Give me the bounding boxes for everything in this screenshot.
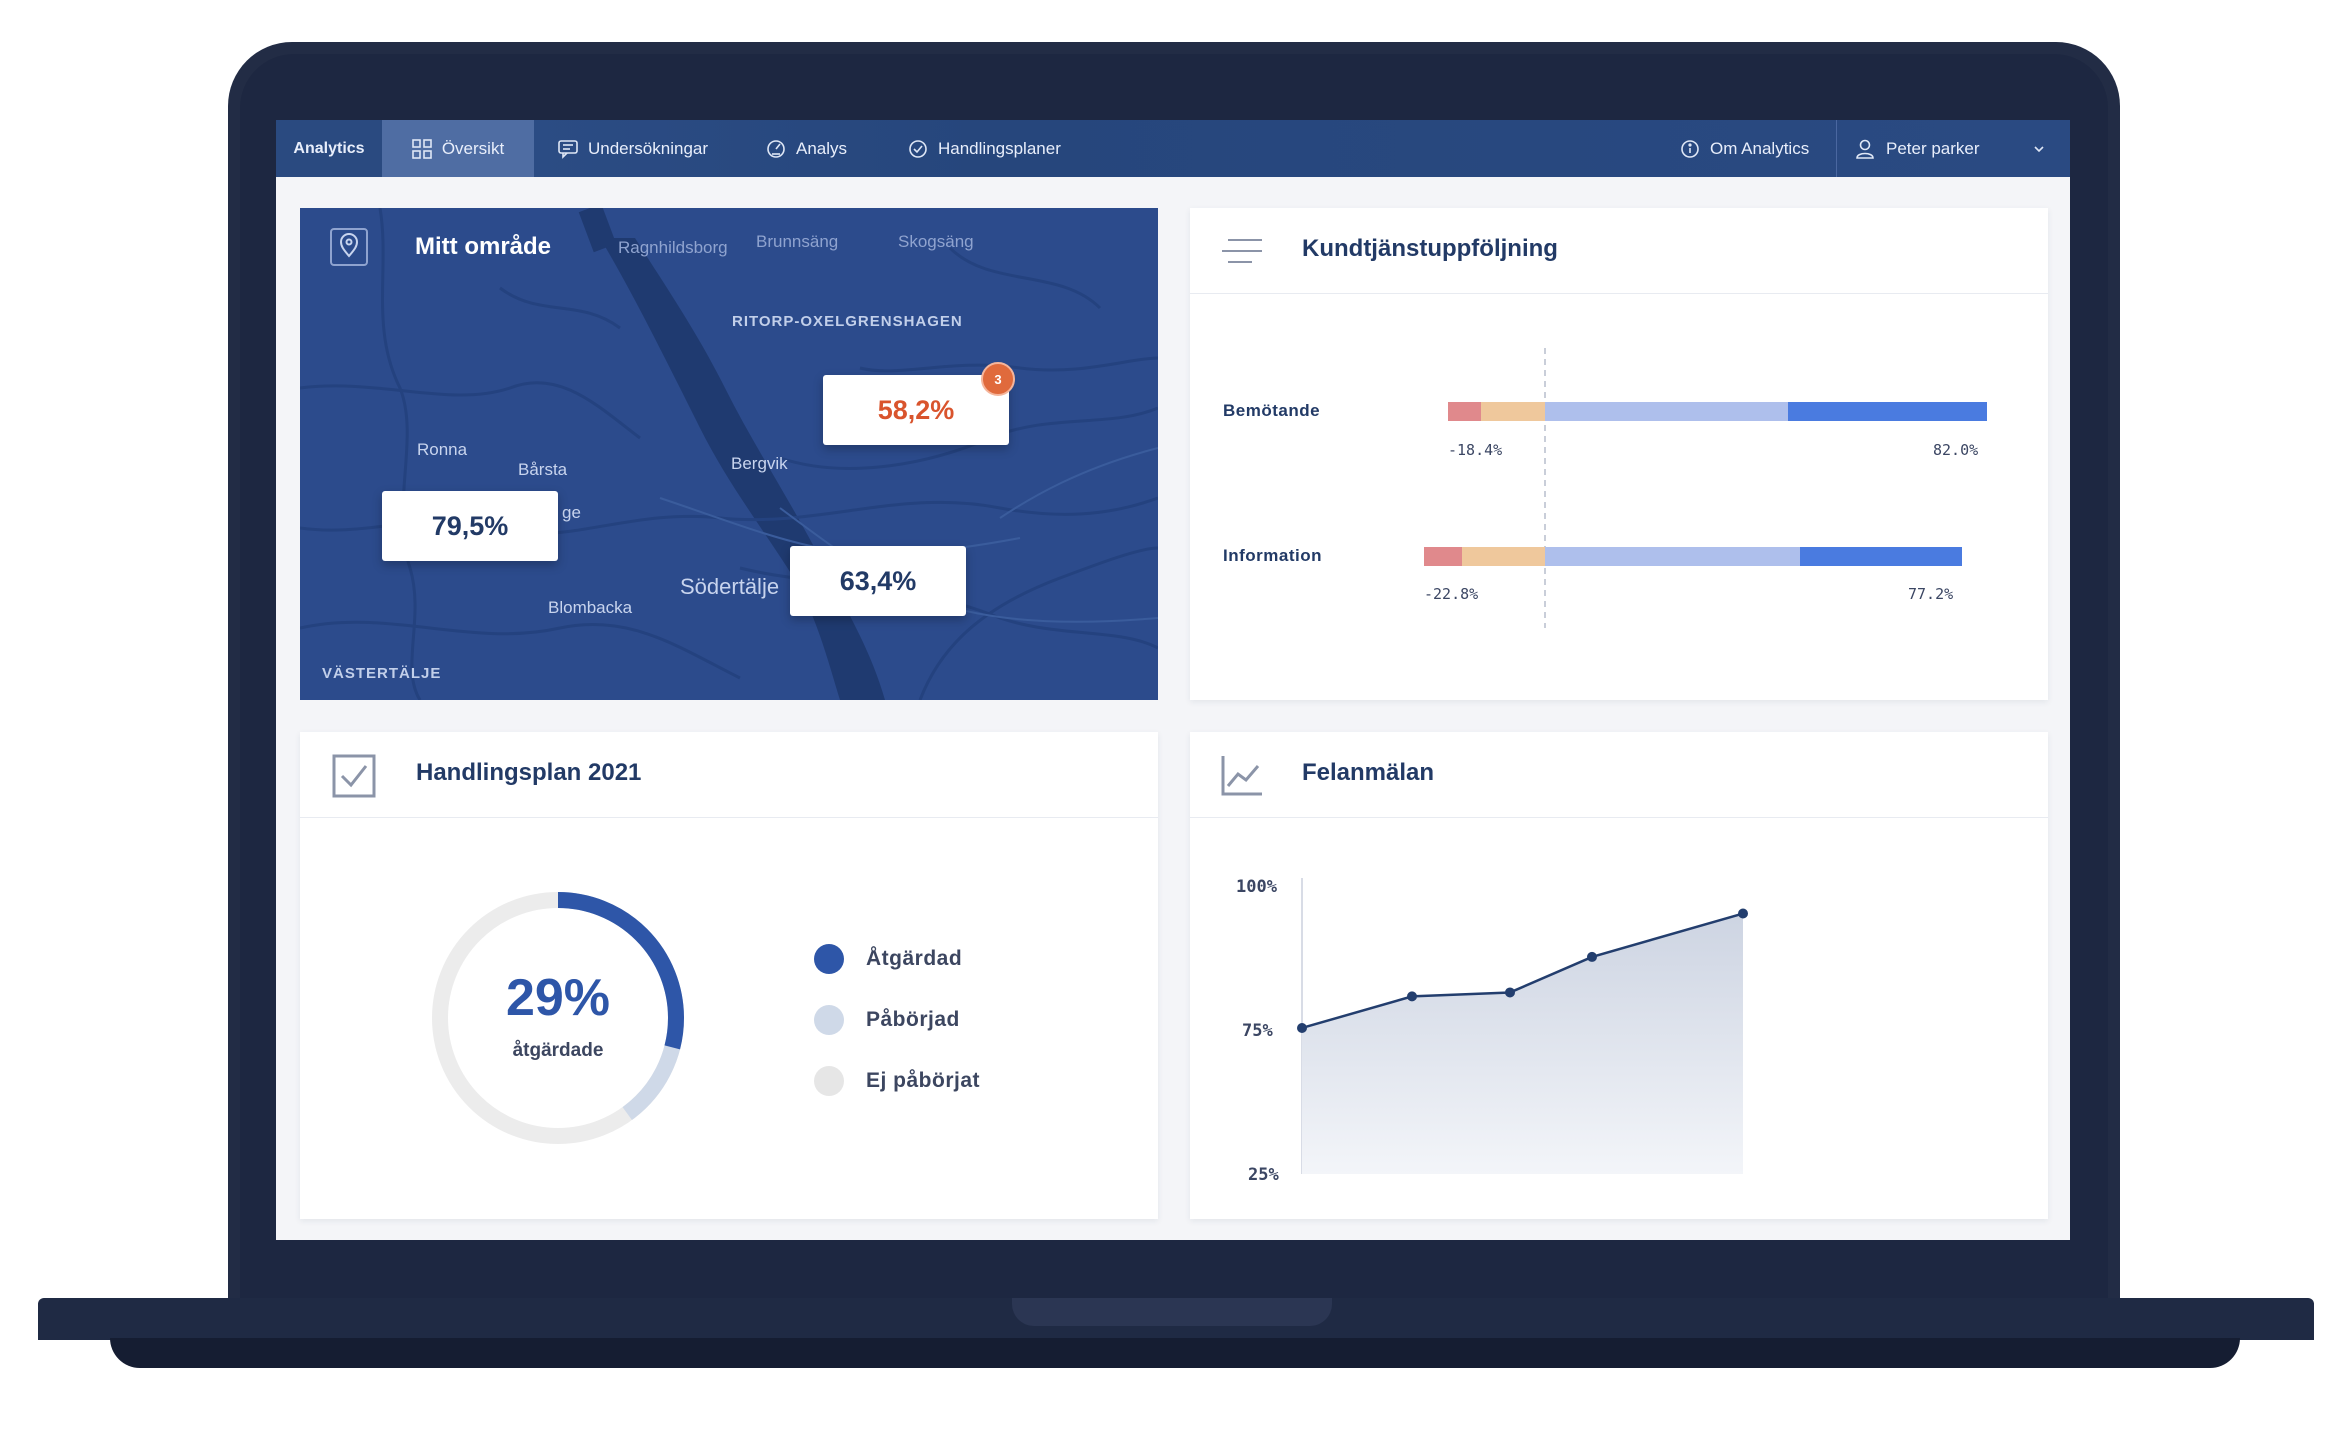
- pos-value: 77.2%: [1908, 585, 1954, 603]
- place-label: Blombacka: [548, 598, 633, 617]
- legend-dot: [814, 944, 844, 974]
- location-pin-icon: [330, 228, 368, 266]
- about-link[interactable]: Om Analytics: [1680, 120, 1809, 177]
- place-label: Södertälje: [680, 574, 780, 599]
- data-point[interactable]: [1407, 991, 1417, 1002]
- y-tick: 25%: [1248, 1165, 1279, 1185]
- service-card: Kundtjänstuppföljning Bemötande -18.4% 8…: [1190, 208, 2048, 700]
- place-label: Ragnhildsborg: [618, 238, 728, 257]
- legend-dot: [814, 1066, 844, 1096]
- donut-subtitle: åtgärdade: [512, 1040, 604, 1061]
- place-label: Bårsta: [518, 460, 568, 479]
- line-chart-icon: [1221, 756, 1262, 796]
- chat-icon: [558, 139, 578, 159]
- place-label: VÄSTERTÄLJE: [322, 665, 442, 682]
- tab-oversikt[interactable]: Översikt: [382, 120, 534, 177]
- place-label: Bergvik: [731, 454, 788, 473]
- grid-icon: [412, 138, 432, 159]
- data-point[interactable]: [1505, 987, 1515, 998]
- laptop-notch: [1012, 1298, 1332, 1326]
- place-label: ge: [562, 503, 581, 522]
- legend-item: Påbörjad: [814, 1005, 960, 1035]
- brand[interactable]: Analytics: [276, 120, 382, 177]
- nav-divider: [1836, 120, 1837, 177]
- user-icon: [1856, 139, 1874, 159]
- area-value-alert[interactable]: 58,2%: [823, 375, 1009, 445]
- data-point[interactable]: [1738, 908, 1748, 919]
- legend-label: Åtgärdad: [866, 947, 963, 970]
- place-label: RITORP-OXELGRENSHAGEN: [732, 313, 963, 330]
- user-menu[interactable]: Peter parker: [1854, 120, 2070, 177]
- legend-label: Påbörjad: [866, 1008, 960, 1031]
- diverging-bar-chart: [1424, 348, 1987, 628]
- card-title: Handlingsplan 2021: [416, 759, 642, 786]
- row-label: Information: [1223, 546, 1322, 565]
- tab-label: Analys: [796, 138, 848, 158]
- pos-value: 82.0%: [1933, 441, 1979, 459]
- area-value[interactable]: 79,5%: [382, 491, 558, 561]
- screen: Analytics Översikt Undersökningar Analys…: [276, 120, 2070, 1240]
- card-header: Felanmälan: [1190, 732, 2048, 818]
- plan-card: Handlingsplan 2021 29% åtgärdade Åtgärda…: [300, 732, 1158, 1219]
- tab-label: Översikt: [441, 138, 505, 158]
- map-title: Mitt område: [415, 233, 552, 260]
- area-value[interactable]: 63,4%: [790, 546, 966, 616]
- tab-label: Undersökningar: [588, 138, 709, 158]
- card-header: Handlingsplan 2021: [300, 732, 1158, 818]
- neg-value: -22.8%: [1424, 585, 1479, 603]
- tab-handlingsplaner[interactable]: Handlingsplaner: [908, 120, 1061, 177]
- checkbox-icon: [332, 754, 376, 798]
- tab-undersokningar[interactable]: Undersökningar: [558, 120, 708, 177]
- chevron-down-icon: [2033, 145, 2044, 152]
- legend-item: Åtgärdad: [814, 944, 962, 974]
- donut-done: [432, 892, 684, 1144]
- y-tick: 100%: [1236, 877, 1277, 897]
- data-point[interactable]: [1587, 951, 1597, 962]
- card-title: Kundtjänstuppföljning: [1302, 235, 1558, 262]
- card-header: Kundtjänstuppföljning: [1190, 208, 2048, 294]
- place-label: Brunnsäng: [756, 232, 839, 251]
- legend-item: Ej påbörjat: [814, 1066, 980, 1096]
- bar-information: [1424, 547, 1962, 566]
- alert-count-badge: 3: [981, 362, 1015, 396]
- y-tick: 75%: [1242, 1021, 1273, 1041]
- menu-lines-icon: [1222, 239, 1262, 263]
- tab-analys[interactable]: Analys: [766, 120, 847, 177]
- laptop-base-bottom: [110, 1338, 2240, 1368]
- area-fill: [1302, 913, 1743, 1174]
- donut-percent: 29%: [505, 969, 611, 1027]
- map-card[interactable]: Mitt område Ragnhildsborg Brunnsäng Skog…: [300, 208, 1158, 700]
- legend-dot: [814, 1005, 844, 1035]
- legend-label: Ej påbörjat: [866, 1069, 981, 1092]
- top-nav: Analytics Översikt Undersökningar Analys…: [276, 120, 2070, 177]
- bar-bemotande: [1448, 402, 1987, 421]
- check-circle-icon: [909, 139, 927, 158]
- about-label: Om Analytics: [1710, 138, 1810, 158]
- tab-label: Handlingsplaner: [938, 138, 1061, 158]
- card-title: Felanmälan: [1302, 759, 1435, 786]
- row-label: Bemötande: [1223, 401, 1321, 420]
- neg-value: -18.4%: [1448, 441, 1503, 459]
- error-card: Felanmälan 100% 75% 25%: [1190, 732, 2048, 1219]
- info-icon: [1681, 139, 1699, 158]
- place-label: Ronna: [417, 440, 468, 459]
- gauge-icon: [767, 139, 785, 158]
- place-label: Skogsäng: [898, 232, 974, 251]
- area-chart: [1297, 878, 1748, 1174]
- donut-chart: [432, 892, 684, 1144]
- user-name: Peter parker: [1886, 138, 1980, 158]
- data-point[interactable]: [1297, 1022, 1307, 1033]
